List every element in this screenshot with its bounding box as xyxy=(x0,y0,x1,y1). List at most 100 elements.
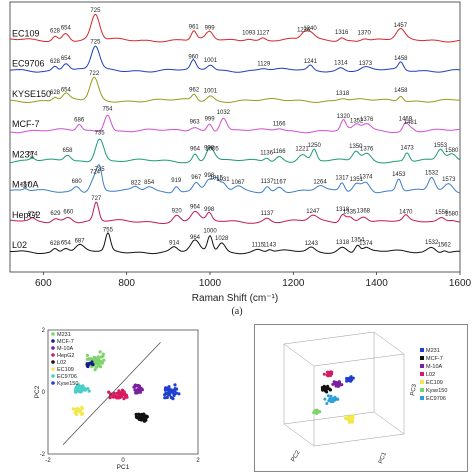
peak-label: 1532 xyxy=(425,240,439,246)
legend-label: MCF-7 xyxy=(57,339,74,345)
point-m231 xyxy=(351,376,355,380)
peak-label: 1317 xyxy=(335,176,349,182)
peak-label: 1001 xyxy=(204,58,218,64)
y-axis-label: PC2 xyxy=(34,385,41,398)
peak-label: 1316 xyxy=(335,30,349,36)
peak-label: 961 xyxy=(189,24,200,30)
point-mcf-7 xyxy=(326,384,330,388)
legend-marker xyxy=(420,388,424,392)
spectrum-line-hepg2 xyxy=(9,201,460,224)
peak-label: 1250 xyxy=(307,143,321,149)
peak-label: 660 xyxy=(63,210,74,216)
peak-label: 1352 xyxy=(350,118,364,124)
legend-label: M231 xyxy=(426,348,440,354)
peak-label: 1240 xyxy=(303,26,317,32)
point-kyse150 xyxy=(173,383,177,387)
point-ec109 xyxy=(78,408,82,412)
peak-label: 1137 xyxy=(261,211,275,217)
point-ec9706 xyxy=(87,389,91,393)
peak-label: 1376 xyxy=(360,147,374,153)
x-tick-label: 2 xyxy=(196,458,200,464)
peak-label: 1457 xyxy=(394,23,408,29)
legend-marker xyxy=(51,353,55,357)
peak-label: 964 xyxy=(190,205,201,211)
spectrum-line-m231 xyxy=(9,138,461,164)
peak-label: 1243 xyxy=(305,241,319,247)
peak-label: 1000 xyxy=(203,229,217,235)
point-m231 xyxy=(346,378,350,382)
peak-label: 967 xyxy=(191,175,202,181)
box-edge xyxy=(313,433,405,447)
legend-marker xyxy=(51,360,55,364)
peak-label: 1221 xyxy=(295,147,309,153)
point-m-10a xyxy=(137,387,141,391)
peak-label: 1374 xyxy=(359,174,373,180)
point-ec109 xyxy=(349,420,353,424)
peak-label: 724 xyxy=(90,169,101,175)
legend-marker xyxy=(420,372,424,376)
point-l02 xyxy=(325,370,329,374)
point-ec109 xyxy=(74,408,78,412)
point-hepg2 xyxy=(112,392,116,396)
peak-label: 998 xyxy=(204,145,215,151)
peak-label: 999 xyxy=(205,26,216,32)
peak-label: 1241 xyxy=(304,59,318,65)
point-kyse150 xyxy=(164,391,168,396)
point-m231 xyxy=(95,365,99,369)
peak-label: 1370 xyxy=(357,31,371,37)
peak-label: 574 xyxy=(27,152,38,158)
peak-label: 755 xyxy=(103,227,114,233)
peak-label: 735 xyxy=(95,130,106,136)
legend-marker xyxy=(420,348,424,352)
point-ec109 xyxy=(351,414,355,418)
point-hepg2 xyxy=(115,391,119,395)
axis-label-pc2: PC2 xyxy=(291,449,302,463)
peak-label: 1458 xyxy=(394,88,408,94)
y-tick-label: 0 xyxy=(42,390,46,396)
peak-label: 1247 xyxy=(306,209,320,215)
series-label: EC109 xyxy=(12,28,40,38)
legend-label: HepG2 xyxy=(57,353,74,359)
peak-label: 687 xyxy=(75,239,86,245)
point-l02 xyxy=(142,413,146,417)
legend-marker xyxy=(51,332,55,336)
peak-label: 1580 xyxy=(445,148,459,154)
peak-label: 1314 xyxy=(334,60,348,66)
peak-label: 1320 xyxy=(337,114,351,120)
point-m231 xyxy=(100,361,104,365)
point-l02 xyxy=(139,418,143,422)
peak-label: 1115 xyxy=(252,242,265,248)
peak-label: 1368 xyxy=(357,208,371,214)
peak-label: 1350 xyxy=(349,144,363,150)
peak-label: 628 xyxy=(50,90,61,96)
x-tick-label: -2 xyxy=(45,458,51,464)
peak-label: 658 xyxy=(62,148,73,154)
point-mcf-7 xyxy=(86,364,90,369)
spectrum-line-mcf-7 xyxy=(9,114,461,134)
legend-label: EC9706 xyxy=(426,396,446,402)
axis-label-pc3: PC3 xyxy=(410,383,418,396)
point-kyse150 xyxy=(171,397,175,401)
legend-marker xyxy=(51,381,55,385)
x-tick-label: 800 xyxy=(118,278,135,289)
point-m231 xyxy=(96,355,100,359)
point-m231 xyxy=(85,357,89,361)
peak-label: 629 xyxy=(50,211,61,217)
legend-label: Kyse150 xyxy=(57,381,78,387)
series-label: EC9706 xyxy=(12,59,45,69)
legend-label: M-10A xyxy=(426,364,443,370)
point-hepg2 xyxy=(124,393,129,397)
spectrum-line-kyse150 xyxy=(10,76,461,103)
peak-label: 654 xyxy=(61,87,72,93)
point-ec109 xyxy=(75,412,79,417)
point-ec9706 xyxy=(79,385,83,389)
point-l02 xyxy=(140,413,144,417)
box-edge xyxy=(283,331,375,345)
legend-label: MCF-7 xyxy=(426,356,443,362)
peak-label: 1031 xyxy=(216,177,230,183)
box-edge xyxy=(283,423,315,447)
point-kyse150 xyxy=(313,408,317,412)
peak-label: 1143 xyxy=(263,242,277,248)
peak-label: 1374 xyxy=(359,241,373,247)
point-m-10a xyxy=(135,391,139,395)
